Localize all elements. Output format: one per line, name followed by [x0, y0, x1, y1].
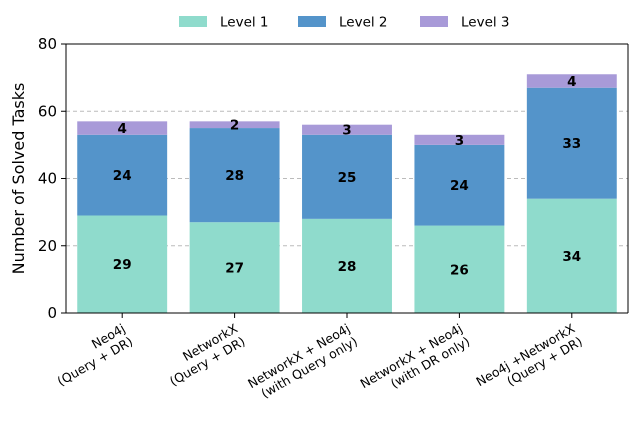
y-tick-label: 40 [38, 170, 57, 188]
legend-item-level-2: Level 2 [298, 15, 388, 31]
data-label: 4 [117, 121, 126, 137]
legend-label: Level 2 [339, 15, 388, 31]
data-label: 25 [338, 170, 357, 186]
data-label: 27 [225, 261, 244, 277]
data-label: 2 [230, 118, 239, 134]
data-label: 3 [455, 133, 464, 149]
legend-swatch [179, 16, 207, 27]
x-tick-label: NetworkX + Neo4j(with DR only) [358, 321, 473, 392]
data-label: 4 [567, 74, 576, 90]
data-label: 24 [450, 178, 469, 194]
legend-swatch [298, 16, 326, 27]
x-tick-label: NetworkX(Query + DR) [167, 320, 248, 388]
bar-level-3-3 [414, 134, 505, 145]
y-tick-label: 0 [47, 304, 57, 322]
y-tick-label: 20 [38, 237, 57, 255]
data-label: 33 [562, 136, 581, 152]
y-tick-label: 60 [38, 102, 57, 120]
legend-item-level-3: Level 3 [420, 15, 510, 31]
bar-level-2-1 [189, 128, 280, 223]
data-label: 34 [562, 249, 581, 265]
legend: Level 1 Level 2 Level 3 [179, 15, 510, 31]
legend-swatch [420, 16, 448, 27]
data-label: 24 [113, 168, 132, 184]
data-label: 3 [342, 123, 351, 139]
bar-level-2-4 [526, 87, 617, 199]
data-label: 28 [225, 168, 244, 184]
bar-level-2-2 [302, 134, 392, 219]
bar-level-2-3 [414, 144, 505, 226]
bars [77, 74, 617, 313]
legend-label: Level 1 [220, 15, 269, 31]
bar-level-1-3 [414, 225, 505, 313]
bar-level-3-2 [302, 124, 392, 135]
legend-item-level-1: Level 1 [179, 15, 269, 31]
data-label: 29 [113, 257, 132, 273]
bar-level-3-1 [189, 121, 280, 129]
bar-level-2-0 [77, 134, 168, 216]
y-tick-label: 80 [38, 35, 57, 53]
bar-level-3-4 [526, 74, 617, 88]
legend-label: Level 3 [461, 15, 510, 31]
bar-level-1-4 [526, 198, 617, 313]
data-label: 26 [450, 262, 469, 278]
x-tick-label: NetworkX + Neo4j(with Query only) [245, 321, 360, 401]
y-axis-title: Number of Solved Tasks [9, 83, 28, 275]
data-label: 28 [338, 259, 357, 275]
x-tick-label: Neo4j(Query + DR) [55, 321, 136, 389]
bar-level-1-0 [77, 215, 168, 313]
bar-level-1-1 [189, 222, 280, 313]
bar-level-3-0 [77, 121, 168, 135]
x-tick-label: Neo4j +NetworkX(Query + DR) [473, 320, 584, 389]
bar-level-1-2 [302, 218, 392, 313]
